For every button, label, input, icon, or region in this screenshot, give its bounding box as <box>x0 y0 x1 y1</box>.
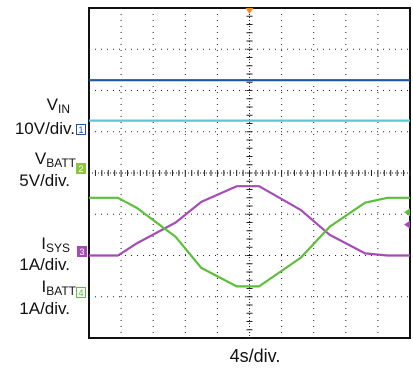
channel-1-main: V <box>46 95 58 114</box>
purple-trace <box>89 185 410 257</box>
channel-3-marker: 3 <box>77 246 87 257</box>
channel-4-marker: 4 <box>76 287 86 298</box>
purple-right-marker <box>404 220 410 229</box>
channel-3-scale: 1A/div. <box>19 255 70 274</box>
channel-4-sub: BATT <box>46 284 76 298</box>
green-trace <box>89 196 410 288</box>
channel-3-sub: SYS <box>45 241 70 255</box>
channel-2-sub: BATT <box>46 156 76 170</box>
channel-4-scale: 1A/div. <box>19 299 70 318</box>
trigger-marker <box>245 8 254 14</box>
x-axis-label: 4s/div. <box>229 346 281 366</box>
channel-2-main: V <box>34 149 47 168</box>
channel-4-main: I <box>41 277 47 296</box>
channel-3-label: ISYS <box>8 235 70 257</box>
channel-1-marker: 1 <box>76 124 86 135</box>
channel-2-label: VBATT <box>0 150 76 172</box>
channel-3-main: I <box>41 234 46 253</box>
channel-1-label: VIN <box>8 96 70 118</box>
green-right-marker <box>404 208 410 217</box>
channel-4-label: IBATT <box>0 278 76 300</box>
channel-2-marker: 2 <box>76 163 86 174</box>
channel-1-scale: 10V/div. <box>14 119 75 138</box>
channel-2-scale: 5V/div. <box>19 171 70 190</box>
channel-1-sub: IN <box>58 102 70 116</box>
